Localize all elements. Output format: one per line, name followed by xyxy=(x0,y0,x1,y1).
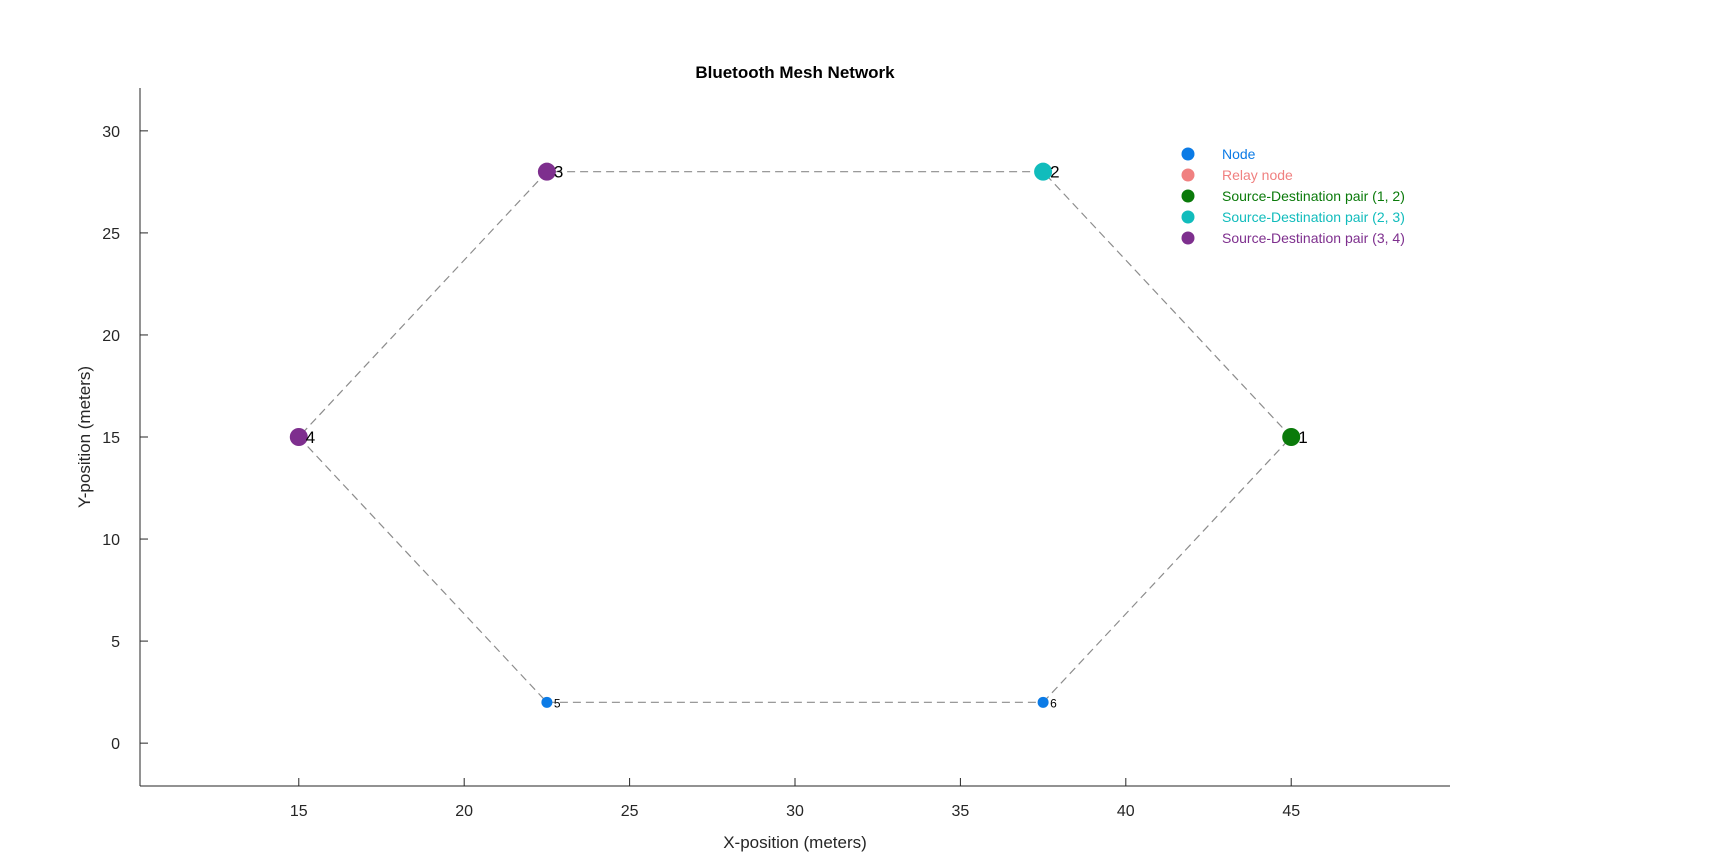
link-line xyxy=(298,171,548,438)
link-line xyxy=(1042,171,1292,438)
y-tick-label: 30 xyxy=(102,124,120,141)
node-label: 1 xyxy=(1298,428,1307,447)
y-tick-label: 20 xyxy=(102,328,120,345)
node-marker xyxy=(1034,162,1053,181)
y-axis-label: Y-position (meters) xyxy=(75,366,94,508)
link-line xyxy=(1042,436,1292,703)
link-line xyxy=(298,436,548,703)
x-tick-label: 15 xyxy=(290,803,308,820)
legend-marker xyxy=(1181,210,1195,224)
legend-entry: Relay node xyxy=(1222,167,1293,183)
node-label: 6 xyxy=(1050,696,1057,710)
legend-marker xyxy=(1181,231,1195,245)
legend-marker xyxy=(1181,168,1195,182)
node-marker xyxy=(541,696,553,708)
y-tick-label: 25 xyxy=(102,226,120,243)
legend-marker xyxy=(1181,189,1195,203)
links-layer xyxy=(298,171,1292,703)
x-tick-label: 40 xyxy=(1117,803,1135,820)
node-label: 5 xyxy=(554,696,561,710)
nodes-layer: 1 2 3 4 5 6 xyxy=(289,162,1308,710)
y-tick-label: 5 xyxy=(111,634,120,651)
y-tick-label: 0 xyxy=(111,736,120,753)
legend-entry: Source-Destination pair (3, 4) xyxy=(1222,230,1405,246)
x-tick-label: 25 xyxy=(621,803,639,820)
node-marker xyxy=(289,428,308,446)
legend-entry: Source-Destination pair (2, 3) xyxy=(1222,209,1405,225)
legend-entry: Node xyxy=(1222,146,1256,162)
x-tick-label: 20 xyxy=(455,803,473,820)
x-axis-label: X-position (meters) xyxy=(723,833,867,852)
legend-entry: Source-Destination pair (1, 2) xyxy=(1222,188,1405,204)
node-label: 4 xyxy=(306,428,315,447)
y-tick-label: 10 xyxy=(102,532,120,549)
node-marker xyxy=(537,162,556,181)
y-tick-label: 15 xyxy=(102,430,120,447)
x-tick-label: 35 xyxy=(952,803,970,820)
node-marker xyxy=(1037,696,1049,708)
x-tick-label: 45 xyxy=(1282,803,1300,820)
x-tick-label: 30 xyxy=(786,803,804,820)
legend: Node Relay node Source-Destination pair (1… xyxy=(1181,146,1405,246)
chart-title: Bluetooth Mesh Network xyxy=(695,63,895,82)
legend-marker xyxy=(1181,147,1195,161)
node-label: 3 xyxy=(554,163,563,182)
node-marker xyxy=(1282,428,1301,446)
node-label: 2 xyxy=(1050,163,1059,182)
